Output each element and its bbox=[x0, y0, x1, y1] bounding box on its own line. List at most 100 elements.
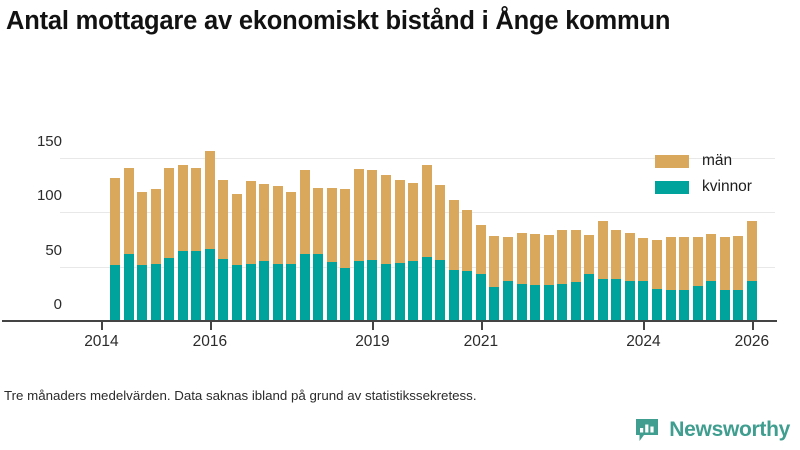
y-axis-tick-labels: 0 50 100 150 bbox=[37, 133, 775, 322]
legend-item-man[interactable]: män bbox=[655, 148, 795, 174]
bar-group[interactable] bbox=[733, 236, 744, 322]
brand-name: Newsworthy bbox=[669, 418, 790, 441]
bar-group[interactable] bbox=[353, 168, 364, 322]
bar-segment-man bbox=[313, 188, 324, 254]
bar-segment-man bbox=[611, 229, 622, 279]
bar-segment-kvinnor bbox=[435, 260, 446, 322]
bar-group[interactable] bbox=[367, 169, 378, 322]
bar-group[interactable] bbox=[719, 237, 730, 322]
bar-segment-man bbox=[624, 232, 635, 281]
bar-group[interactable] bbox=[164, 167, 175, 322]
bar-segment-man bbox=[110, 178, 120, 266]
bar-segment-kvinnor bbox=[204, 249, 215, 322]
legend-swatch-man bbox=[655, 154, 689, 168]
bar-group[interactable] bbox=[543, 235, 554, 322]
bar-group[interactable] bbox=[381, 175, 391, 322]
bar-group[interactable] bbox=[259, 183, 270, 322]
bar-group[interactable] bbox=[299, 169, 310, 322]
bar-group[interactable] bbox=[137, 191, 148, 322]
bar-segment-man bbox=[394, 179, 405, 264]
x-axis-tick-label: 2024 bbox=[626, 333, 661, 350]
bar-segment-man bbox=[706, 233, 717, 281]
y-axis-tick-label: 0 bbox=[53, 296, 62, 313]
bar-group[interactable] bbox=[286, 191, 297, 322]
bar-group[interactable] bbox=[692, 237, 703, 322]
bar-group[interactable] bbox=[110, 178, 120, 322]
bar-segment-kvinnor bbox=[557, 283, 568, 322]
bar-segment-man bbox=[164, 167, 175, 258]
legend-label-man: män bbox=[702, 152, 733, 169]
bar-group[interactable] bbox=[272, 186, 283, 322]
bar-group[interactable] bbox=[123, 167, 134, 322]
bar-segment-man bbox=[557, 229, 568, 284]
bar-segment-kvinnor bbox=[286, 264, 297, 322]
bar-segment-kvinnor bbox=[638, 280, 649, 322]
bar-segment-man bbox=[665, 237, 676, 291]
x-axis-tick-label: 2019 bbox=[355, 333, 390, 350]
bar-group[interactable] bbox=[462, 210, 473, 322]
bar-group[interactable] bbox=[394, 179, 405, 322]
bar-segment-man bbox=[204, 151, 215, 250]
bar-segment-man bbox=[543, 235, 554, 286]
bar-group[interactable] bbox=[218, 179, 229, 322]
bar-segment-man bbox=[123, 167, 134, 254]
bar-group[interactable] bbox=[191, 167, 202, 322]
bar-segment-kvinnor bbox=[516, 283, 527, 322]
bar-segment-man bbox=[353, 168, 364, 262]
bar-group[interactable] bbox=[706, 233, 717, 322]
bar-group[interactable] bbox=[638, 238, 649, 322]
bar-segment-man bbox=[137, 191, 148, 266]
bar-group[interactable] bbox=[502, 237, 513, 322]
bar-group[interactable] bbox=[435, 184, 446, 322]
bar-segment-kvinnor bbox=[597, 278, 608, 322]
bar-group[interactable] bbox=[624, 232, 635, 322]
bar-group[interactable] bbox=[204, 151, 215, 322]
bar-group[interactable] bbox=[570, 229, 581, 322]
bar-group[interactable] bbox=[150, 189, 161, 322]
bar-group[interactable] bbox=[746, 220, 757, 322]
x-axis-tick bbox=[372, 322, 375, 330]
bar-group[interactable] bbox=[597, 220, 608, 322]
bar-segment-kvinnor bbox=[299, 253, 310, 322]
bar-group[interactable] bbox=[448, 200, 459, 322]
brand-logo[interactable]: Newsworthy bbox=[634, 415, 790, 445]
bar-segment-man bbox=[489, 236, 500, 288]
bar-segment-man bbox=[367, 169, 378, 261]
bar-group[interactable] bbox=[421, 165, 432, 322]
bar-segment-man bbox=[299, 169, 310, 254]
bar-segment-kvinnor bbox=[218, 258, 229, 322]
bar-group[interactable] bbox=[475, 225, 486, 322]
bar-segment-kvinnor bbox=[367, 260, 378, 322]
bar-group[interactable] bbox=[665, 237, 676, 322]
page-title: Antal mottagare av ekonomiskt bistånd i … bbox=[6, 7, 671, 35]
bar-segment-kvinnor bbox=[719, 290, 730, 322]
bar-segment-kvinnor bbox=[652, 289, 662, 322]
x-axis-tick bbox=[209, 322, 212, 330]
bar-segment-man bbox=[435, 184, 446, 261]
bar-group[interactable] bbox=[611, 229, 622, 322]
bar-group[interactable] bbox=[489, 236, 500, 322]
bar-group[interactable] bbox=[177, 165, 188, 322]
bar-group[interactable] bbox=[679, 237, 690, 322]
bar-segment-kvinnor bbox=[313, 253, 324, 322]
legend-item-kvinnor[interactable]: kvinnor bbox=[655, 174, 795, 200]
bar-segment-kvinnor bbox=[489, 287, 500, 322]
bar-segment-kvinnor bbox=[245, 264, 256, 322]
bar-group[interactable] bbox=[652, 240, 662, 322]
bar-group[interactable] bbox=[584, 235, 595, 322]
bar-group[interactable] bbox=[313, 188, 324, 322]
bar-segment-man bbox=[231, 193, 242, 266]
bar-segment-man bbox=[272, 186, 283, 265]
bar-segment-man bbox=[597, 220, 608, 279]
bar-group[interactable] bbox=[557, 229, 568, 322]
bar-group[interactable] bbox=[245, 180, 256, 322]
bar-group[interactable] bbox=[340, 189, 351, 322]
bar-segment-man bbox=[584, 235, 595, 275]
bar-group[interactable] bbox=[408, 182, 419, 322]
bar-group[interactable] bbox=[516, 232, 527, 322]
bar-segment-kvinnor bbox=[150, 264, 161, 322]
bar-segment-man bbox=[150, 189, 161, 265]
bar-group[interactable] bbox=[231, 193, 242, 322]
bar-group[interactable] bbox=[326, 188, 337, 322]
bar-group[interactable] bbox=[530, 233, 541, 322]
